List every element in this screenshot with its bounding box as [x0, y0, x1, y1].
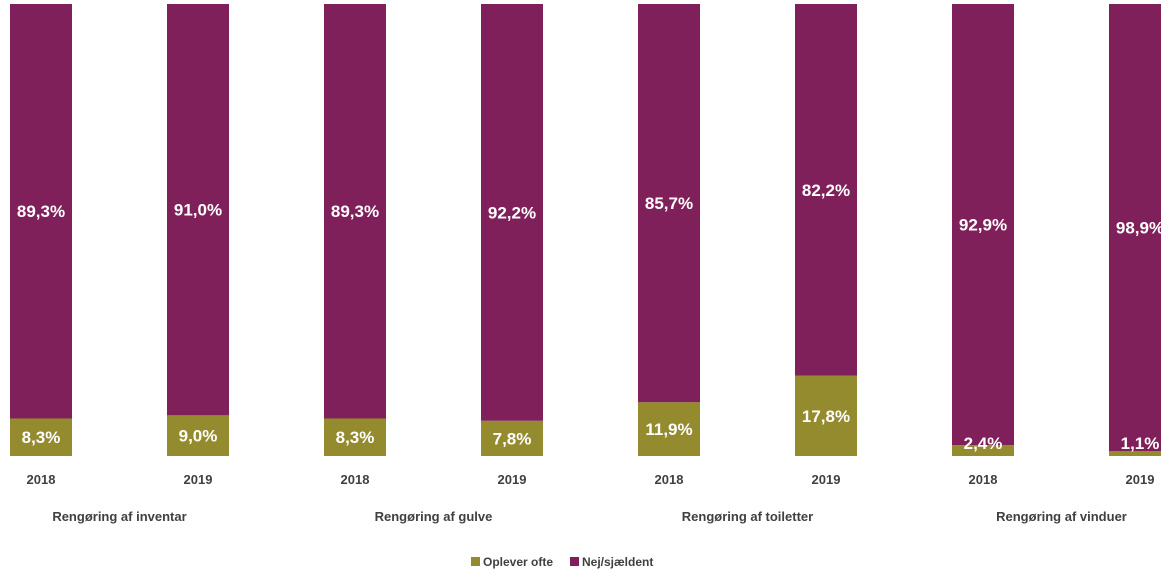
x-tick-labels: 2018 2019 2018 2019 2018 2019 2018 2019: [27, 472, 1155, 487]
x-tick-label: 2019: [1126, 472, 1155, 487]
data-label-oplever-ofte: 7,8%: [493, 429, 532, 448]
x-tick-label: 2018: [969, 472, 998, 487]
data-label-oplever-ofte: 8,3%: [336, 428, 375, 447]
bar-oplever-ofte: [10, 418, 72, 456]
bar-nej-sjaeldent: [10, 4, 72, 419]
data-label-oplever-ofte: 9,0%: [179, 427, 218, 446]
bar-oplever-ofte: [795, 375, 857, 456]
bar-oplever-ofte: [638, 402, 700, 456]
bar-nej-sjaeldent: [952, 4, 1014, 446]
data-label-nej-sjaeldent: 91,0%: [174, 201, 222, 220]
data-label-nej-sjaeldent: 98,9%: [1116, 219, 1161, 238]
x-tick-label: 2019: [498, 472, 527, 487]
bars-layer: [10, 4, 1161, 456]
legend-swatch: [570, 557, 579, 566]
data-label-nej-sjaeldent: 82,2%: [802, 181, 850, 200]
data-label-nej-sjaeldent: 89,3%: [17, 202, 65, 221]
x-tick-label: 2019: [184, 472, 213, 487]
legend-label: Oplever ofte: [483, 555, 553, 569]
bar-oplever-ofte: [324, 418, 386, 456]
bar-nej-sjaeldent: [324, 4, 386, 419]
bar-nej-sjaeldent: [1109, 4, 1161, 452]
bar-oplever-ofte: [1109, 451, 1161, 456]
data-label-oplever-ofte: 8,3%: [22, 428, 61, 447]
data-label-oplever-ofte: 1,1%: [1121, 434, 1160, 453]
bar-oplever-ofte: [167, 415, 229, 456]
group-labels: Rengøring af inventar Rengøring af gulve R…: [52, 509, 1127, 524]
bar-nej-sjaeldent: [167, 4, 229, 416]
data-label-nej-sjaeldent: 92,2%: [488, 203, 536, 222]
legend-swatch: [471, 557, 480, 566]
group-label: Rengøring af gulve: [375, 509, 493, 524]
legend-label: Nej/sjældent: [582, 555, 653, 569]
x-tick-label: 2018: [341, 472, 370, 487]
bar-oplever-ofte: [952, 445, 1014, 456]
bar-nej-sjaeldent: [481, 4, 543, 421]
x-tick-label: 2018: [27, 472, 56, 487]
group-label: Rengøring af toiletter: [682, 509, 813, 524]
x-tick-label: 2019: [812, 472, 841, 487]
data-labels-layer: 8,3% 89,3% 9,0% 91,0% 8,3% 89,3% 7,8% 92,2% 11,9…: [17, 181, 1161, 453]
data-label-oplever-ofte: 2,4%: [964, 434, 1003, 453]
data-label-nej-sjaeldent: 92,9%: [959, 216, 1007, 235]
data-label-nej-sjaeldent: 85,7%: [645, 194, 693, 213]
data-label-oplever-ofte: 17,8%: [802, 407, 850, 426]
legend: Oplever ofte Nej/sjældent: [471, 555, 653, 569]
bar-nej-sjaeldent: [638, 4, 700, 403]
x-tick-label: 2018: [655, 472, 684, 487]
bar-oplever-ofte: [481, 420, 543, 456]
data-label-oplever-ofte: 11,9%: [645, 420, 692, 439]
bar-nej-sjaeldent: [795, 4, 857, 376]
group-label: Rengøring af vinduer: [996, 509, 1127, 524]
group-label: Rengøring af inventar: [52, 509, 186, 524]
data-label-nej-sjaeldent: 89,3%: [331, 202, 379, 221]
